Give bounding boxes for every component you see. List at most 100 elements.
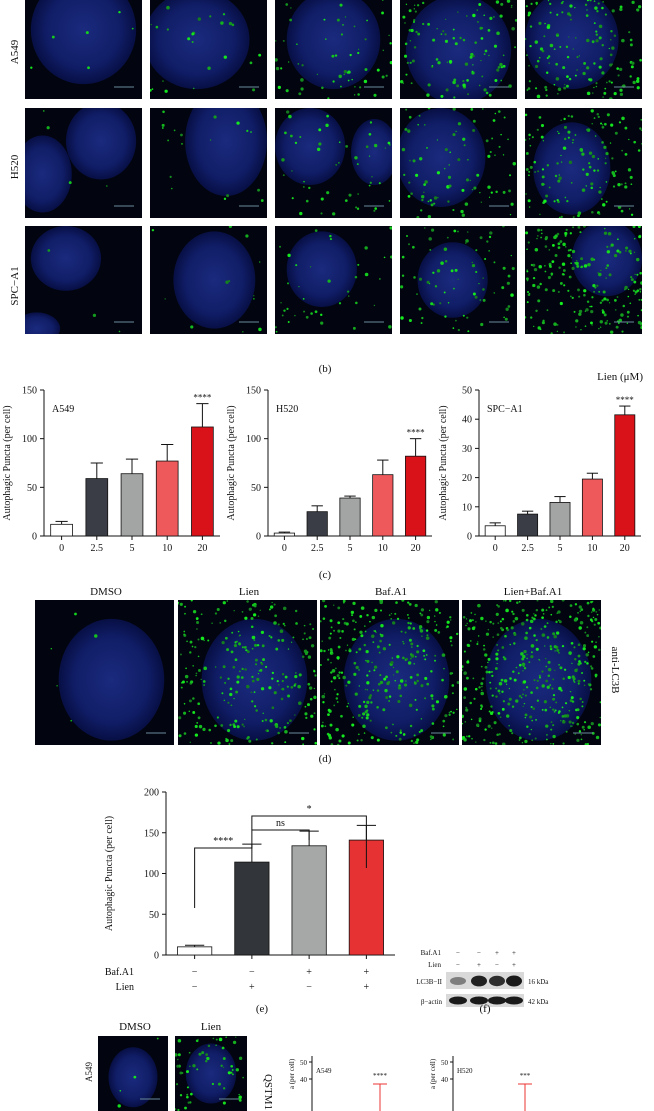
bar [191, 426, 214, 537]
bar [614, 414, 636, 537]
mini-tick-label: 40 [441, 1076, 449, 1084]
size-16kda: 16 kDa [528, 978, 549, 986]
bracket-lien-baf-label: ns [276, 818, 285, 829]
y-axis-label: Autophagic Puncta (per cell) [226, 405, 237, 520]
y-axis-label: Autophagic Puncta (per cell) [104, 816, 115, 931]
chart-title: SPC−A1 [487, 404, 523, 415]
qstm1-label: QSTM1 [262, 1074, 274, 1110]
caption-b: (b) [319, 363, 332, 375]
bar [405, 455, 427, 537]
significance-label: **** [193, 393, 212, 403]
caption-f: (f) [480, 1003, 491, 1015]
y-tick-label: 50 [462, 386, 472, 397]
y-tick-label: 50 [27, 483, 37, 494]
row-label-lien: Lien [116, 982, 134, 993]
bar [120, 473, 144, 537]
lien-sign: + [364, 982, 370, 993]
micrograph-b-1-0 [25, 108, 142, 218]
micrograph-b-0-2 [275, 0, 392, 99]
bar [50, 523, 73, 537]
lien-sign: + [249, 982, 255, 993]
row-label-spca1: SPC−A1 [9, 266, 21, 305]
caption-e: (e) [256, 1003, 269, 1015]
y-tick-label: 50 [149, 910, 159, 921]
bar [273, 532, 295, 537]
row-label-bafa1: Baf.A1 [105, 967, 134, 978]
x-tick-label: 2.5 [521, 543, 534, 554]
x-tick-label: 20 [197, 543, 207, 554]
bracket-dmso-lien [194, 844, 253, 908]
micrograph-d-2 [320, 600, 459, 745]
bar-chart-h520: 0 50 100 150 0 2.5 5 10 20 **** H520 Autophagic Pun… [226, 386, 432, 554]
blot-baf-sign: − [477, 949, 481, 957]
micrograph-b-2-0 [25, 226, 142, 334]
micrograph-b-1-1 [150, 108, 267, 218]
significance-label: **** [407, 428, 426, 438]
mini-chart-title: H520 [457, 1067, 473, 1075]
y-axis-label: Autophagic Puncta (per cell) [438, 405, 449, 520]
micrograph-b-2-3 [400, 226, 517, 334]
actin-band [470, 996, 488, 1005]
x-tick-label: 10 [378, 543, 388, 554]
x-tick-label: 20 [411, 543, 421, 554]
y-tick-label: 150 [144, 828, 159, 839]
anti-lc3b-label: anti-LC3B [609, 646, 621, 693]
bar [517, 513, 539, 537]
y-tick-label: 100 [22, 434, 37, 445]
micrograph-b-1-2 [275, 108, 392, 218]
baf-sign: − [249, 967, 255, 978]
y-tick-label: 40 [462, 415, 472, 426]
y-tick-label: 20 [462, 473, 472, 484]
bar-chart-spca1: 0 10 20 30 40 50 0 2.5 5 10 20 **** SPC−A1 Autophagic… [438, 386, 641, 554]
col-label-g-dmso: DMSO [119, 1021, 151, 1033]
col-label-dmso: DMSO [90, 586, 122, 598]
blot-lien-sign: + [512, 961, 516, 969]
bar [339, 497, 361, 537]
y-axis-label: Autophagic Puncta (per cell) [2, 405, 13, 520]
bar [85, 478, 109, 537]
col-label-g-lien: Lien [201, 1021, 222, 1033]
micrograph-g-0 [98, 1036, 168, 1111]
actin-band [505, 996, 523, 1005]
micrograph-b-2-4 [525, 226, 642, 334]
lien-um-label: Lien (μM) [597, 371, 643, 383]
y-tick-label: 0 [467, 532, 472, 543]
band-label-actin: β−actin [421, 998, 443, 1006]
micrograph-b-0-0 [25, 0, 142, 99]
bracket-lien-lienbaf-label: * [307, 804, 312, 815]
y-tick-label: 200 [144, 788, 159, 799]
x-tick-label: 5 [130, 543, 135, 554]
x-tick-label: 0 [282, 543, 287, 554]
bar [291, 845, 327, 956]
micrograph-b-2-1 [150, 226, 267, 334]
western-blot-f: Baf.A1 Lien − − − + + − + + LC3B−II β−actin 16 kDa 42… [416, 949, 549, 1007]
y-tick-label: 150 [246, 386, 261, 397]
mini-tick-label: 50 [441, 1059, 449, 1067]
x-tick-label: 0 [59, 543, 64, 554]
y-tick-label: 100 [246, 434, 261, 445]
col-label-lien-bafa1: Lien+Baf.A1 [504, 586, 562, 598]
mini-chart-title: A549 [316, 1067, 332, 1075]
caption-d: (d) [319, 753, 332, 765]
lc3b-band [506, 975, 522, 987]
microscopy-g [98, 1036, 247, 1111]
x-tick-label: 2.5 [91, 543, 104, 554]
blot-baf-sign: − [456, 949, 460, 957]
x-tick-label: 2.5 [311, 543, 324, 554]
bar [177, 946, 213, 956]
y-tick-label: 50 [251, 483, 261, 494]
blot-lien-sign: − [456, 961, 460, 969]
baf-sign: − [192, 967, 198, 978]
size-42kda: 42 kDa [528, 998, 549, 1006]
x-tick-label: 10 [587, 543, 597, 554]
col-label-lien: Lien [239, 586, 260, 598]
lc3b-band [489, 975, 505, 987]
microscopy-grid-b [25, 0, 642, 334]
blot-row-label-bafa1: Baf.A1 [421, 949, 442, 957]
bracket-dmso-lien-label: **** [213, 836, 233, 847]
micrograph-b-2-2 [275, 226, 392, 334]
bar-chart-e: 0 50 100 150 200 Autophagic Puncta (per cell)… [104, 788, 395, 993]
y-tick-label: 0 [32, 532, 37, 543]
mini-tick-label: 50 [300, 1059, 308, 1067]
